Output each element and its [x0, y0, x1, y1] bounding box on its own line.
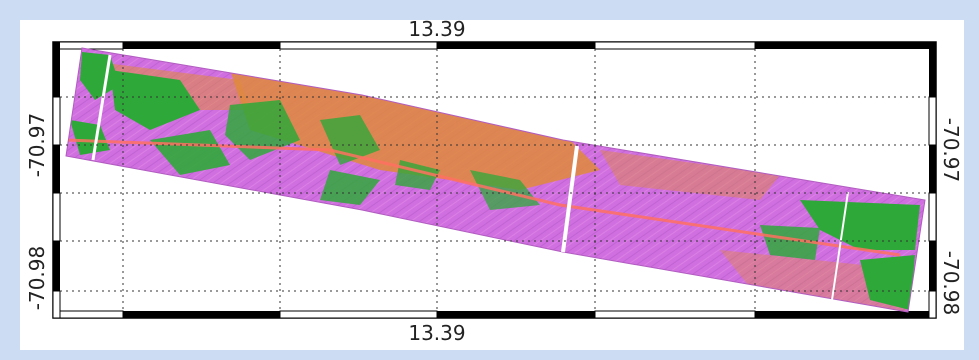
top-axis-label: 13.39 — [408, 17, 465, 41]
right-axis-label-2: -70.98 — [939, 251, 963, 315]
seam-lines — [91, 54, 849, 301]
left-axis-label-2: -70.98 — [25, 246, 49, 310]
right-axis-label-1: -70.97 — [939, 118, 963, 182]
left-axis-label-1: -70.97 — [25, 113, 49, 177]
graticule — [60, 49, 929, 311]
swath-outline — [65, 47, 926, 313]
map-frame — [52, 41, 937, 319]
bottom-axis-label: 13.39 — [408, 321, 465, 345]
